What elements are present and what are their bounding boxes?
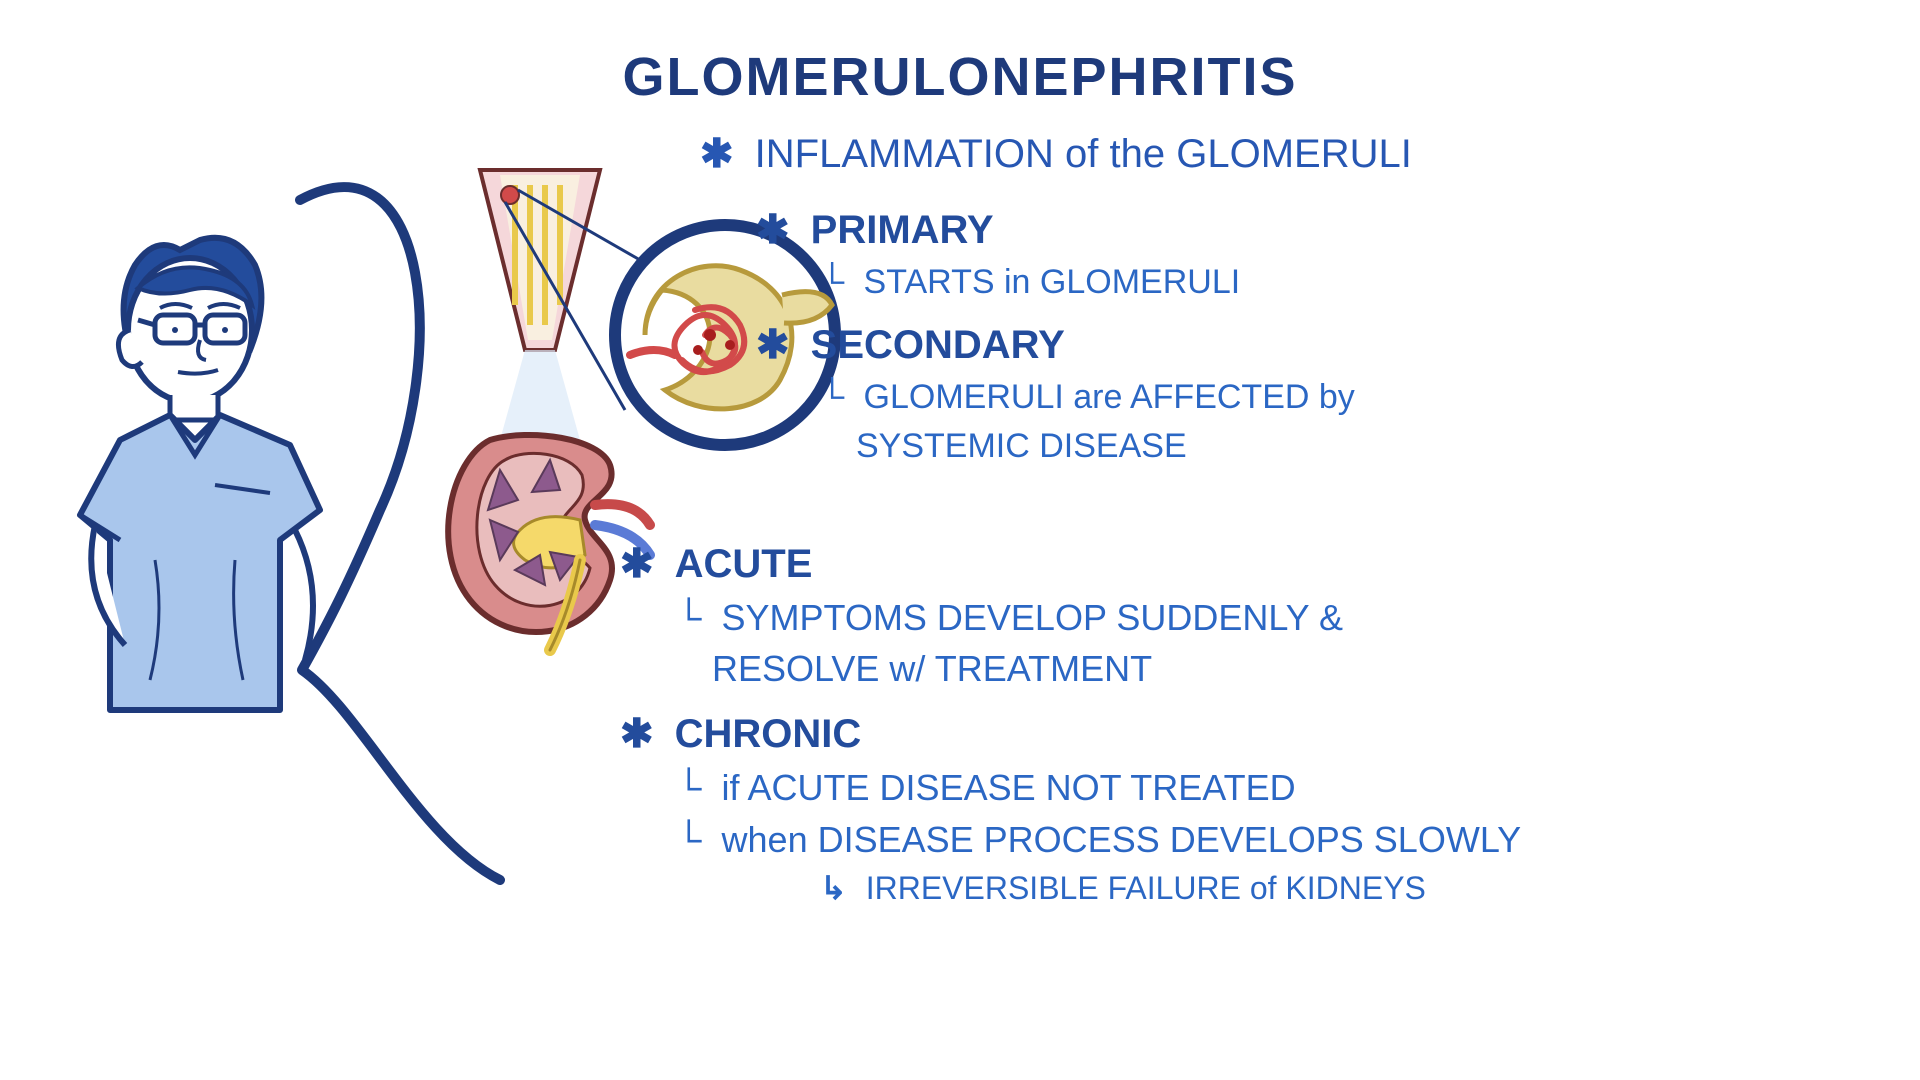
hook-icon: └ xyxy=(820,378,844,416)
content-lower: ✱ ACUTE └ SYMPTOMS DEVELOP SUDDENLY & RE… xyxy=(620,540,1880,915)
primary-detail-pre: STARTS xyxy=(864,263,995,301)
hook-icon: └ xyxy=(676,819,702,860)
definition-mid: of the xyxy=(1065,132,1176,176)
secondary-detail-1: └ GLOMERULI are AFFECTED by xyxy=(820,377,1880,418)
secondary-2: SYSTEMIC DISEASE xyxy=(856,427,1187,465)
chronic-3: IRREVERSIBLE FAILURE of KIDNEYS xyxy=(866,870,1426,906)
asterisk-icon: ✱ xyxy=(700,132,734,176)
secondary-1mid: are xyxy=(1073,378,1130,416)
primary-detail-post: GLOMERULI xyxy=(1040,263,1240,301)
chronic-1-pre: if xyxy=(722,767,748,808)
stage: GLOMERULONEPHRITIS xyxy=(0,0,1920,1080)
hook-icon: └ xyxy=(676,767,702,808)
arrow-icon: ↳ xyxy=(820,870,847,906)
hook-icon: └ xyxy=(676,597,702,638)
chronic-label: CHRONIC xyxy=(675,712,862,756)
page-title: GLOMERULONEPHRITIS xyxy=(622,46,1297,108)
primary-label: PRIMARY xyxy=(811,208,994,252)
chronic-1: ACUTE DISEASE NOT TREATED xyxy=(748,767,1296,808)
acute-label: ACUTE xyxy=(675,542,813,586)
chronic-detail-2: └ when DISEASE PROCESS DEVELOPS SLOWLY xyxy=(676,818,1880,861)
primary-heading: ✱ PRIMARY xyxy=(756,206,1880,254)
acute-heading: ✱ ACUTE xyxy=(620,540,1880,588)
asterisk-icon: ✱ xyxy=(620,712,654,756)
acute-detail-2: RESOLVE w/ TREATMENT xyxy=(676,647,1880,690)
chronic-detail-1: └ if ACUTE DISEASE NOT TREATED xyxy=(676,766,1880,809)
secondary-1c: by xyxy=(1319,378,1355,416)
chronic-detail-3: ↳ IRREVERSIBLE FAILURE of KIDNEYS xyxy=(820,869,1880,907)
secondary-detail-2: SYSTEMIC DISEASE xyxy=(820,426,1880,467)
acute-2: RESOLVE w/ TREATMENT xyxy=(712,648,1152,689)
secondary-1b: AFFECTED xyxy=(1130,378,1309,416)
secondary-label: SECONDARY xyxy=(811,323,1065,367)
person-illustration xyxy=(60,210,400,730)
chronic-2: DISEASE PROCESS DEVELOPS SLOWLY xyxy=(818,819,1522,860)
definition-line: ✱ INFLAMMATION of the GLOMERULI xyxy=(700,130,1880,178)
secondary-heading: ✱ SECONDARY xyxy=(756,321,1880,369)
chronic-heading: ✱ CHRONIC xyxy=(620,710,1880,758)
chronic-2-pre: when xyxy=(722,819,818,860)
primary-detail: └ STARTS in GLOMERULI xyxy=(820,262,1880,303)
asterisk-icon: ✱ xyxy=(756,208,790,252)
asterisk-icon: ✱ xyxy=(620,542,654,586)
definition-post: GLOMERULI xyxy=(1176,132,1412,176)
acute-detail-1: └ SYMPTOMS DEVELOP SUDDENLY & xyxy=(676,596,1880,639)
primary-detail-mid: in xyxy=(1004,263,1040,301)
acute-1: SYMPTOMS DEVELOP SUDDENLY & xyxy=(722,597,1344,638)
definition-pre: INFLAMMATION xyxy=(755,132,1054,176)
secondary-1a: GLOMERULI xyxy=(864,378,1064,416)
content-upper: ✱ INFLAMMATION of the GLOMERULI ✱ PRIMAR… xyxy=(700,130,1880,474)
asterisk-icon: ✱ xyxy=(756,323,790,367)
hook-icon: └ xyxy=(820,263,844,301)
